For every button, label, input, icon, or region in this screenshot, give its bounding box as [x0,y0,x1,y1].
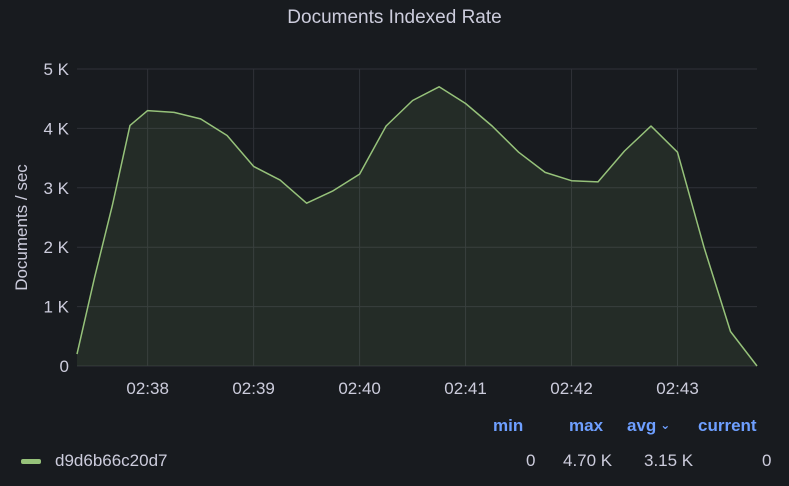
x-tick-label: 02:39 [232,379,275,398]
data-point [145,108,151,114]
chevron-down-icon: ⌄ [660,418,671,432]
x-tick-label: 02:41 [444,379,487,398]
data-point [109,203,115,209]
x-tick-label: 02:38 [126,379,169,398]
data-point [569,178,575,184]
legend-value-current: 0 [762,451,772,470]
data-point [622,148,628,154]
data-point [330,188,336,194]
legend-value-min: 0 [526,451,536,470]
data-point [383,123,389,129]
y-tick-label: 5 K [43,60,69,79]
data-point [463,100,469,106]
data-point [701,244,707,250]
data-point [542,169,548,175]
data-point [127,122,133,128]
panel-title[interactable]: Documents Indexed Rate [287,7,502,28]
data-point [436,84,442,90]
series-area-fill [77,86,757,367]
data-point [277,177,283,183]
y-tick-label: 4 K [43,119,69,138]
data-point [595,179,601,185]
time-series-chart[interactable]: 0 1 K 2 K 3 K 4 K 5 K 02:38 02:39 02:40 02:41 02:4… [0,0,789,405]
y-tick-label: 1 K [43,298,69,317]
data-point [251,163,257,169]
x-tick-label: 02:43 [656,379,699,398]
legend-header-current[interactable]: current [698,416,757,435]
series-line [76,86,758,367]
y-tick-label: 2 K [43,238,69,257]
data-point [224,133,230,139]
legend-header-avg[interactable]: avg ⌄ [627,416,670,436]
legend-header-min[interactable]: min [493,416,524,435]
legend-header-avg-label: avg [627,416,657,435]
data-point [357,171,363,177]
data-point [675,149,681,155]
data-point [198,116,204,122]
y-tick-label: 3 K [43,179,69,198]
legend-series-name[interactable]: d9d6b66c20d7 [55,451,168,470]
x-tick-label: 02:42 [550,379,593,398]
legend-header-max[interactable]: max [569,416,604,435]
y-tick-label: 0 [60,357,69,376]
x-tick-label: 02:40 [338,379,381,398]
data-point [410,97,416,103]
data-point [516,149,522,155]
legend-value-max: 4.70 K [563,451,613,470]
y-axis-label: Documents / sec [12,164,31,291]
data-point [92,274,98,280]
data-point [648,123,654,129]
data-point [728,329,734,335]
data-point [754,363,760,369]
data-point [74,351,80,357]
data-point [489,123,495,129]
data-point [304,200,310,206]
data-point [171,109,177,115]
legend-value-avg: 3.15 K [644,451,694,470]
series-color-swatch[interactable] [21,459,41,464]
